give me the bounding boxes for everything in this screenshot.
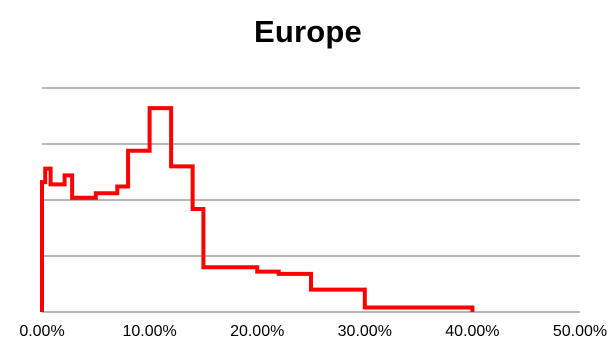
series-layer [40,106,475,312]
x-tick-label: 40.00% [445,323,499,340]
series-line-1 [40,106,475,312]
chart-title: Europe [254,14,362,49]
x-tick-label: 10.00% [122,323,176,340]
x-tick-label: 20.00% [230,323,284,340]
x-tick-label: 0.00% [19,323,64,340]
x-tick-label: 50.00% [553,323,607,340]
x-tick-labels: 0.00% 10.00% 20.00% 30.00% 40.00% 50.00% [19,323,607,340]
x-tick-label: 30.00% [338,323,392,340]
gridlines [42,87,580,257]
